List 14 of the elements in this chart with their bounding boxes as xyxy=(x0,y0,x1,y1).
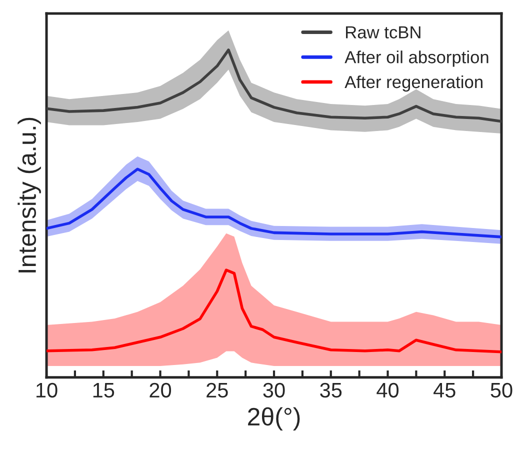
x-axis-title: 2θ(°) xyxy=(248,407,300,431)
legend-label: Raw tcBN xyxy=(346,26,420,38)
x-tick-label: 25 xyxy=(206,382,228,398)
x-tick-label: 10 xyxy=(36,382,58,398)
x-tick-label: 15 xyxy=(93,383,114,398)
x-tick-label: 20 xyxy=(150,382,172,398)
x-tick-label: 40 xyxy=(376,382,399,398)
legend-label: After regeneration xyxy=(344,75,482,92)
x-tick-label: 45 xyxy=(434,383,456,398)
legend-label: After oil absorption xyxy=(344,50,488,67)
y-axis-title: Intensity (a.u.) xyxy=(18,118,41,272)
x-tick-label: 35 xyxy=(320,382,342,398)
x-tick-label: 50 xyxy=(490,382,512,398)
x-tick-label: 30 xyxy=(263,382,285,398)
